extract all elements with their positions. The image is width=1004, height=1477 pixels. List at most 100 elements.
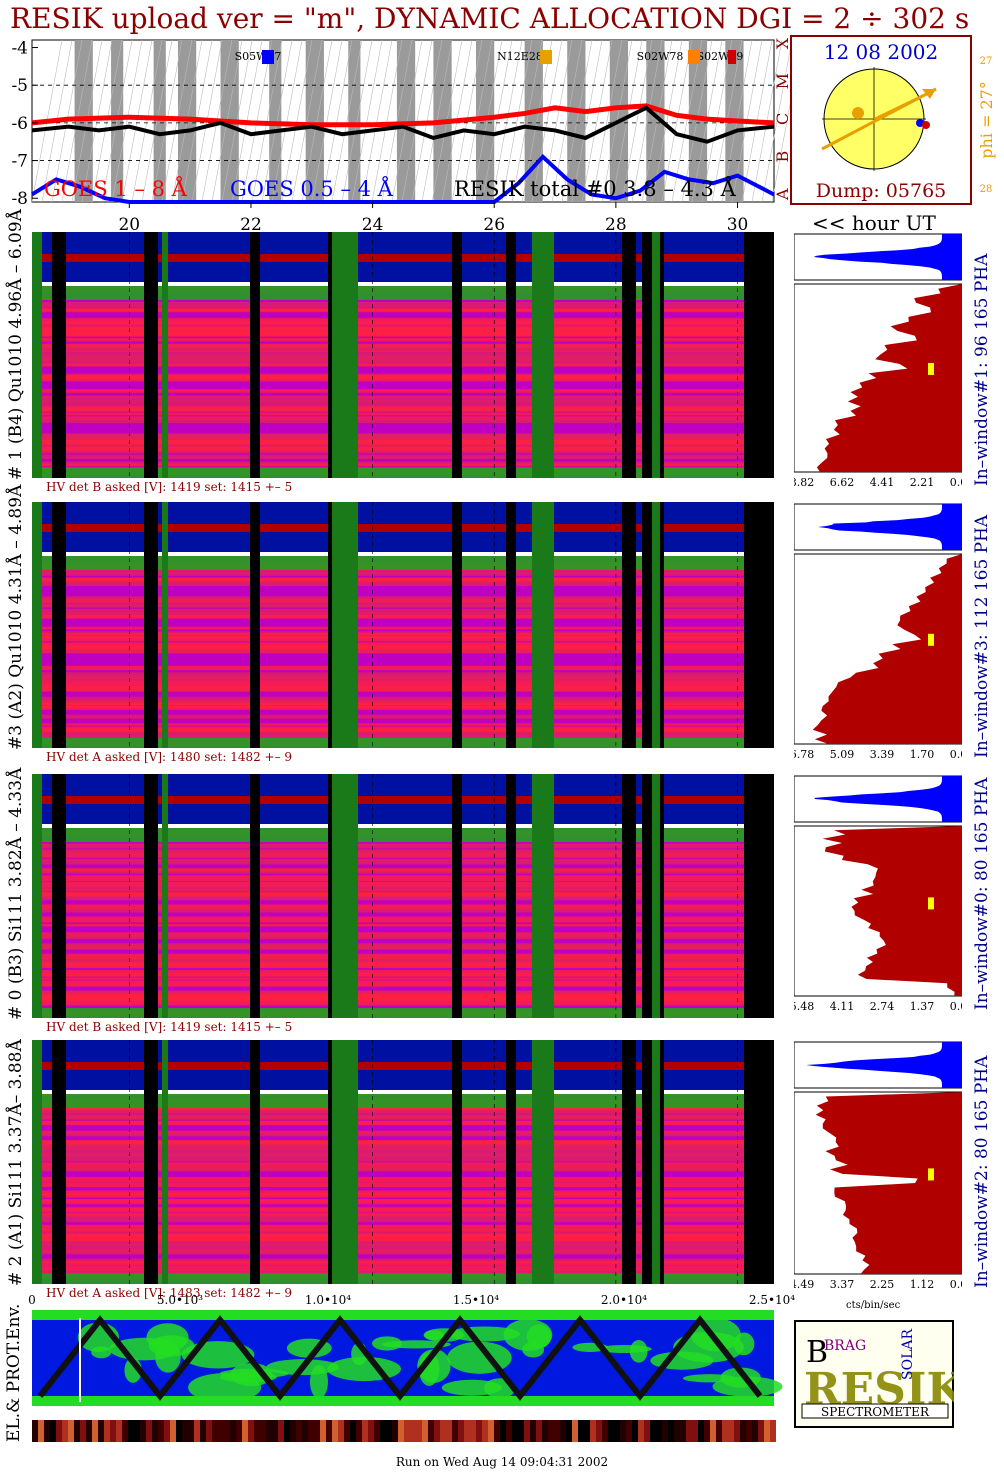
goes-y-tick: -4 (11, 39, 28, 59)
env-strip-cell (734, 1420, 740, 1442)
env-bottom-band (32, 1396, 774, 1406)
env-strip-cell (152, 1420, 158, 1442)
env-strip-cell (146, 1420, 152, 1442)
env-strip-cell (722, 1420, 728, 1442)
env-strip-cell (434, 1420, 440, 1442)
spectrum-streak (32, 604, 774, 608)
active-region-marker (688, 50, 700, 64)
spectrum-streak (32, 332, 774, 337)
env-strip-cell (548, 1420, 554, 1442)
spectrum-marker (928, 1168, 934, 1181)
data-gap-column (144, 774, 158, 1018)
data-gap-column (32, 502, 42, 748)
pha-histogram (814, 776, 962, 822)
data-gap-column (32, 232, 42, 478)
spectrum-x-axis-label: cts/bin/sec (846, 1300, 901, 1311)
spectrum-streak (32, 1224, 774, 1231)
spectrum-streak (32, 970, 774, 975)
spectrum-streak (32, 345, 774, 351)
env-strip-cell (440, 1420, 446, 1442)
env-strip-cell (200, 1420, 206, 1442)
hatch-line (361, 39, 393, 203)
data-gap-column (162, 1040, 168, 1284)
detector-label: # 0 (B3) Si111 3.82Å – 4.33Å (6, 767, 26, 1020)
data-gap-column (52, 502, 66, 748)
spacecraft-marker (852, 107, 864, 119)
spectrum-profile-3: 4.493.372.251.120.00K XVIIIw Ar Lyα (794, 1041, 962, 1291)
spectrum-streak (32, 934, 774, 940)
spectrum-streak (32, 363, 774, 367)
data-gap-column (532, 232, 554, 478)
env-strip-cell (86, 1420, 92, 1442)
spectrum-streak (32, 904, 774, 911)
run-timestamp: Run on Wed Aug 14 09:04:31 2002 (395, 1455, 609, 1469)
env-strip-cell (218, 1420, 224, 1442)
spectrum-streak (32, 685, 774, 691)
spectrum-streak (32, 977, 774, 980)
data-gap-column (144, 1040, 158, 1284)
hatch-line (681, 39, 713, 203)
hatch-line (771, 103, 790, 203)
env-strip-cell (128, 1420, 134, 1442)
env-strip-cell (386, 1420, 392, 1442)
hatch-line (131, 39, 163, 203)
spectrum-streak (32, 376, 774, 382)
series-line (31, 105, 775, 144)
hour-tick-label: 28 (605, 215, 627, 235)
data-gap-column (744, 232, 774, 478)
spectrum-bottom-band (32, 1274, 774, 1284)
hatch-line (531, 39, 563, 203)
spectrum-streak (32, 358, 774, 361)
spectrum-streak (32, 1144, 774, 1149)
spectrum-streak (32, 726, 774, 733)
spectrum-streak (32, 962, 774, 967)
hatch-line (141, 39, 173, 203)
spectrum-streak (32, 1266, 774, 1272)
spectrum-streak (32, 1153, 774, 1158)
spectrum-streak (32, 683, 774, 688)
env-strip-cell (140, 1420, 146, 1442)
hatch-line (551, 39, 583, 203)
active-region-label: N12E28 (497, 50, 543, 63)
env-strip-cell (398, 1420, 404, 1442)
spectrum-x-tick: 3.37 (830, 1278, 855, 1291)
env-strip-cell (692, 1420, 698, 1442)
env-strip-cell (236, 1420, 242, 1442)
env-strip-cell (44, 1420, 50, 1442)
env-strip-cell (164, 1420, 170, 1442)
env-strip-cell (500, 1420, 506, 1442)
pha-histogram (813, 234, 962, 280)
spectrum-streak (32, 1212, 774, 1216)
hatch-line (651, 39, 683, 203)
data-gap-column (652, 232, 660, 478)
data-gap-column (452, 232, 462, 478)
env-strip-cell (530, 1420, 536, 1442)
data-gap-band (688, 40, 708, 202)
spectrum-streak (32, 980, 774, 985)
detector-label: # 1 (B4) Qu1010 4.96Å – 6.09Å (6, 209, 26, 480)
data-gap-column (332, 774, 358, 1018)
env-strip-cell (716, 1420, 722, 1442)
env-strip-cell (68, 1420, 74, 1442)
data-gap-band (153, 40, 166, 202)
data-gap-band (396, 40, 416, 202)
spectrum-streak (32, 318, 774, 324)
data-gap-column (744, 774, 774, 1018)
env-strip-cell (38, 1420, 44, 1442)
env-strip-cell (224, 1420, 230, 1442)
active-region-marker (540, 50, 552, 64)
hv-status: HV det A asked [V]: 1480 set: 1482 +– 9 (46, 750, 293, 764)
env-strip-cell (650, 1420, 656, 1442)
env-top-band (32, 1310, 774, 1320)
spectrum-streak (32, 1114, 774, 1117)
spectrum-streak (32, 1207, 774, 1213)
env-patch (448, 1326, 521, 1342)
spectrum-x-tick: 5.09 (830, 748, 855, 761)
goes-y-tick: -5 (11, 76, 28, 96)
hatch-line (581, 39, 613, 203)
spectrum-streak (32, 463, 774, 467)
pha-strip-line (32, 524, 774, 532)
env-strip-cell (50, 1420, 56, 1442)
spectrum-x-tick: 3.39 (870, 748, 895, 761)
hatch-line (121, 39, 153, 203)
